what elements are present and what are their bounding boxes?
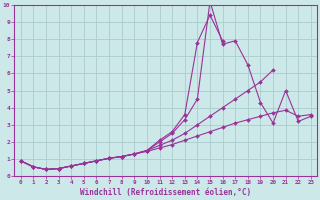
- X-axis label: Windchill (Refroidissement éolien,°C): Windchill (Refroidissement éolien,°C): [80, 188, 252, 197]
